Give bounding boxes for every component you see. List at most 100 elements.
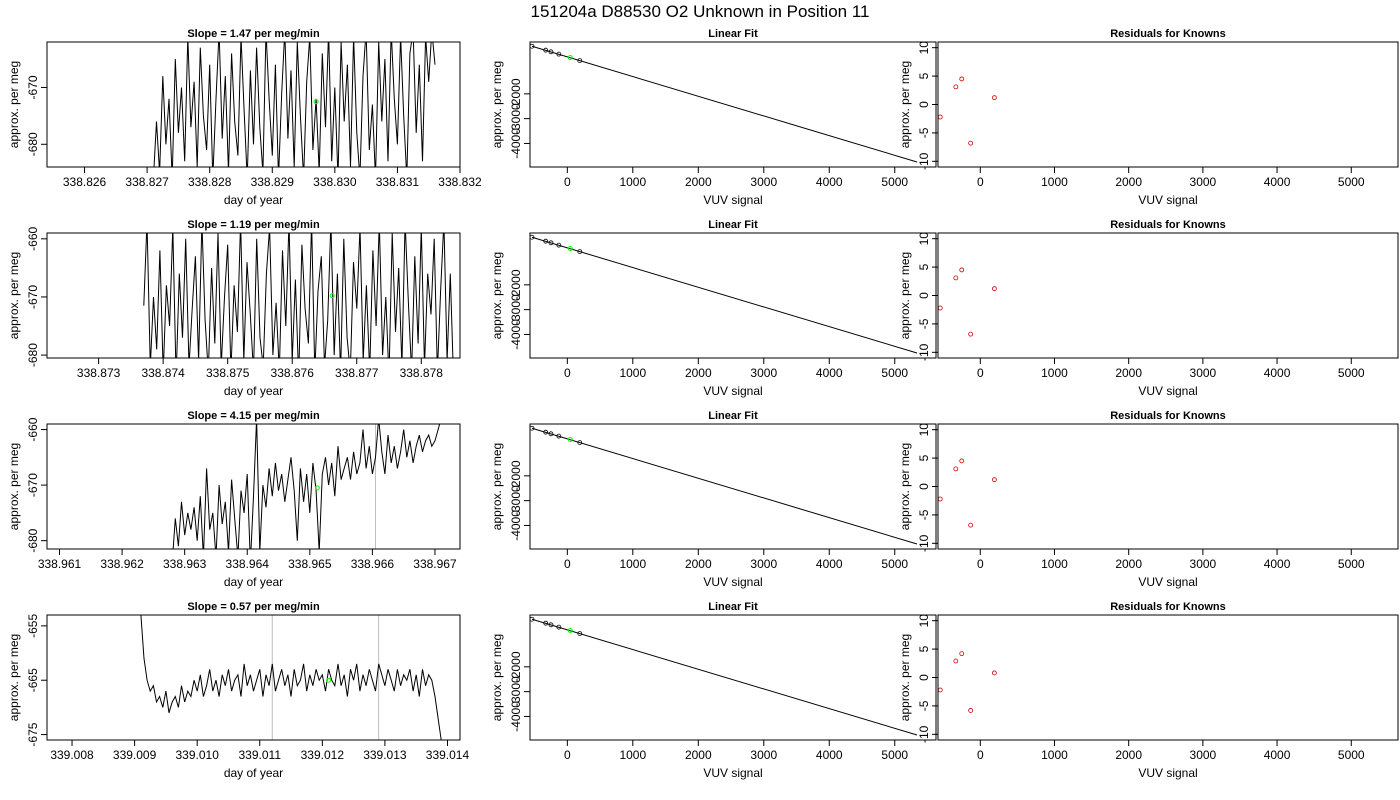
known-point	[577, 440, 583, 446]
plot-area	[140, 615, 442, 740]
x-tick-label: 1000	[1041, 557, 1068, 571]
x-tick-label: 3000	[1190, 366, 1217, 380]
x-tick-label: 5000	[881, 175, 908, 189]
x-tick-label: 339.008	[50, 748, 94, 762]
x-tick-label: 5000	[1338, 366, 1365, 380]
residual-point	[938, 114, 943, 120]
x-axis-label: VUV signal	[1138, 193, 1197, 207]
y-axis-label: approx. per meg	[7, 252, 21, 339]
x-tick-label: 338.963	[163, 557, 207, 571]
unknown-point	[567, 628, 573, 634]
x-tick-label: 2000	[685, 175, 712, 189]
y-tick-label: -5	[917, 318, 931, 329]
residual-point	[959, 76, 965, 82]
panel-title: Slope = 1.47 per meg/min	[187, 28, 320, 40]
known-point	[556, 624, 562, 630]
panel-frame	[46, 41, 461, 168]
x-tick-label: 4000	[1264, 748, 1291, 762]
plot-area	[530, 425, 918, 545]
x-tick-label: 5000	[881, 366, 908, 380]
y-tick-label: -670	[26, 473, 40, 497]
y-tick-label: 10	[917, 423, 931, 437]
panel-title: Residuals for Knowns	[1110, 410, 1226, 422]
x-tick-label: 338.873	[77, 366, 121, 380]
known-point	[530, 616, 535, 622]
x-tick-label: 1000	[619, 557, 646, 571]
residual-point	[968, 140, 974, 146]
x-tick-label: 5000	[1338, 748, 1365, 762]
y-axis-label: approx. per meg	[490, 443, 504, 530]
y-tick-label: 10	[917, 232, 931, 246]
residual-point	[968, 331, 974, 337]
x-tick-label: 339.012	[301, 748, 345, 762]
y-axis-label: approx. per meg	[898, 252, 912, 339]
plot-area	[938, 76, 997, 146]
panel-frame	[529, 41, 937, 168]
known-point	[543, 620, 549, 626]
panel-frame	[46, 614, 461, 741]
x-tick-label: 1000	[619, 748, 646, 762]
known-point	[543, 238, 549, 244]
known-point	[543, 47, 549, 53]
residual-point	[968, 522, 974, 528]
x-tick-label: 338.828	[188, 175, 232, 189]
panel-title: Slope = 4.15 per meg/min	[187, 410, 320, 422]
x-tick-label: 5000	[881, 557, 908, 571]
x-tick-label: 1000	[619, 366, 646, 380]
residual-point	[959, 267, 965, 273]
panel-resid-1: Residuals for Knowns 0 1000 2000 3000 4000 500…	[898, 28, 1399, 207]
fit-line	[531, 427, 918, 545]
y-tick-label: -680	[26, 343, 40, 367]
x-tick-label: 3000	[750, 748, 777, 762]
y-tick-label: 0	[917, 292, 931, 299]
panel-slope-1: Slope = 1.47 per meg/min 338.826 338.827 33…	[7, 28, 482, 207]
panel-frame	[937, 232, 1399, 359]
plot-area	[143, 233, 454, 358]
data-trace-line	[172, 424, 441, 549]
x-tick-label: 3000	[750, 557, 777, 571]
y-tick-label: -655	[26, 614, 40, 638]
plot-area	[938, 651, 997, 713]
x-tick-label: 4000	[816, 557, 843, 571]
panel-title: Linear Fit	[708, 410, 758, 422]
x-tick-label: 338.966	[351, 557, 395, 571]
x-tick-label: 4000	[1264, 557, 1291, 571]
panel-title: Residuals for Knowns	[1110, 219, 1226, 231]
residual-point	[953, 658, 959, 664]
panel-title: Linear Fit	[708, 28, 758, 40]
x-axis-label: VUV signal	[703, 575, 762, 589]
x-axis-label: VUV signal	[703, 193, 762, 207]
x-tick-label: 2000	[685, 366, 712, 380]
x-axis-label: day of year	[224, 384, 283, 398]
panel-slope-4: Slope = 0.57 per meg/min 339.008 339.009 33…	[7, 601, 469, 780]
x-tick-label: 2000	[685, 557, 712, 571]
x-tick-label: 0	[977, 557, 984, 571]
x-tick-label: 0	[977, 748, 984, 762]
x-axis-label: VUV signal	[703, 384, 762, 398]
x-tick-label: 338.826	[63, 175, 107, 189]
x-tick-label: 339.011	[239, 748, 282, 762]
x-tick-label: 338.874	[141, 366, 185, 380]
y-axis-label: approx. per meg	[490, 61, 504, 148]
y-axis-label: approx. per meg	[898, 634, 912, 721]
y-tick-label: 0	[917, 674, 931, 681]
page-title: 151204a D88530 O2 Unknown in Position 11	[530, 2, 870, 21]
y-tick-label: -5	[917, 509, 931, 520]
known-point	[548, 431, 554, 437]
unknown-point	[326, 677, 332, 683]
x-tick-label: 338.832	[438, 175, 482, 189]
x-tick-label: 338.965	[288, 557, 332, 571]
x-tick-label: 338.877	[335, 366, 379, 380]
y-tick-label: 0	[917, 483, 931, 490]
x-tick-label: 338.830	[313, 175, 357, 189]
unknown-point	[567, 246, 573, 252]
x-tick-label: 1000	[1041, 175, 1068, 189]
x-tick-label: 3000	[1190, 557, 1217, 571]
panel-fit-4: Linear Fit 0 1000 2000 3000 4000 5000 -4000-300…	[490, 601, 937, 780]
y-tick-label: -3000	[509, 485, 523, 516]
y-axis-label: approx. per meg	[898, 443, 912, 530]
y-tick-label: -4000	[509, 701, 523, 732]
y-tick-label: -3000	[509, 294, 523, 325]
y-axis-label: approx. per meg	[7, 634, 21, 721]
residual-point	[991, 477, 997, 483]
